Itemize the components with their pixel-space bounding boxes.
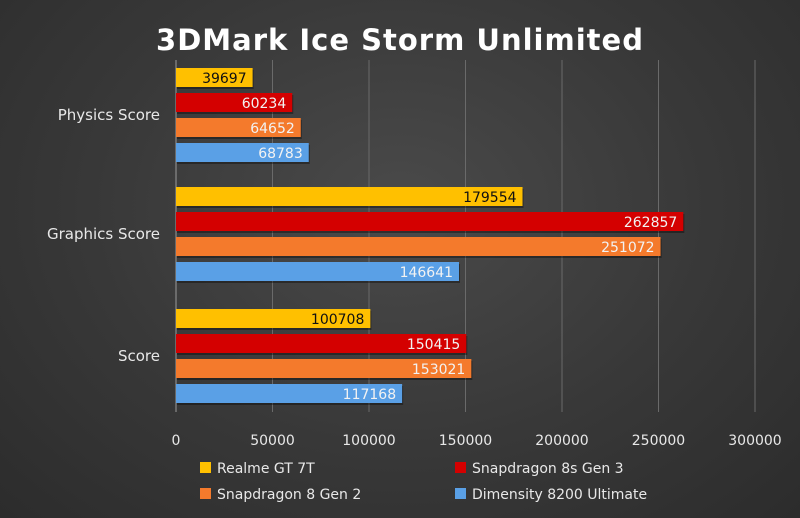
bar: [176, 334, 467, 353]
bar: [176, 384, 403, 403]
x-tick-label: 0: [172, 433, 181, 449]
x-tick-label: 300000: [728, 433, 781, 449]
data-label: 251072: [601, 240, 654, 256]
legend-label: Realme GT 7T: [217, 461, 315, 477]
bar: [176, 143, 309, 162]
x-tick-label: 100000: [342, 433, 395, 449]
chart-title: 3DMark Ice Storm Unlimited: [156, 23, 644, 57]
category-labels: Physics Score Graphics Score Score: [47, 106, 160, 365]
legend-swatch: [455, 488, 466, 499]
data-label: 39697: [202, 71, 247, 87]
bar: [176, 359, 472, 378]
bar: [176, 309, 371, 328]
data-label: 150415: [407, 337, 460, 353]
bars: 39697 60234 64652 68783 179554 262857 251072 14…: [176, 68, 685, 405]
legend-swatch: [200, 462, 211, 473]
data-label: 262857: [624, 215, 677, 231]
legend-swatch: [455, 462, 466, 473]
category-label: Score: [118, 347, 160, 365]
data-label: 68783: [258, 146, 303, 162]
bar: [176, 68, 253, 87]
bar: [176, 187, 523, 206]
data-label: 117168: [343, 387, 396, 403]
x-tick-label: 200000: [535, 433, 588, 449]
bar: [176, 212, 684, 231]
legend-label: Snapdragon 8 Gen 2: [217, 487, 361, 503]
data-label: 153021: [412, 362, 465, 378]
bar: [176, 93, 293, 112]
x-axis-ticks: 0 50000 100000 150000 200000 250000 300000: [172, 433, 782, 449]
data-label: 146641: [400, 265, 453, 281]
legend: Realme GT 7T Snapdragon 8s Gen 3 Snapdrago…: [200, 461, 647, 503]
data-label: 100708: [311, 312, 364, 328]
data-label: 60234: [242, 96, 287, 112]
bar: [176, 237, 661, 256]
data-label: 64652: [250, 121, 295, 137]
bar: [176, 262, 460, 281]
category-label: Physics Score: [58, 106, 160, 124]
category-label: Graphics Score: [47, 225, 160, 243]
legend-swatch: [200, 488, 211, 499]
legend-label: Snapdragon 8s Gen 3: [472, 461, 624, 477]
data-label: 179554: [463, 190, 517, 206]
x-tick-label: 50000: [250, 433, 295, 449]
bar: [176, 118, 301, 137]
x-tick-label: 150000: [439, 433, 492, 449]
legend-label: Dimensity 8200 Ultimate: [472, 487, 647, 503]
x-tick-label: 250000: [632, 433, 685, 449]
